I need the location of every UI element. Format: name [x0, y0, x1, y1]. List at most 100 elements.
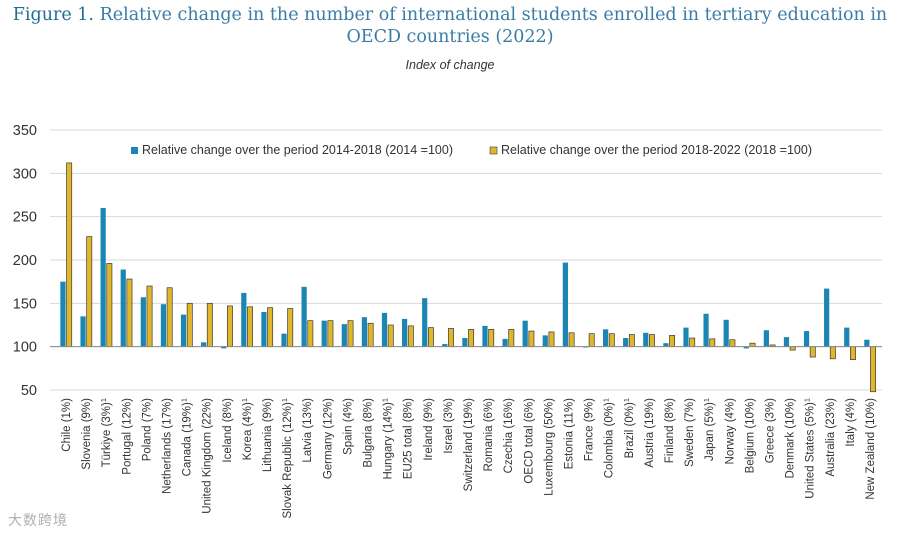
legend-label-series-1: Relative change over the period 2014-201…: [142, 143, 453, 157]
x-tick-label: France (9%): [584, 398, 596, 461]
bar-series-2: [749, 342, 756, 348]
bar-series-2: [850, 346, 856, 361]
x-tick-label: Colombia (0%)1: [602, 398, 616, 478]
bar-series-2: [247, 306, 253, 348]
bar-series-2: [448, 328, 454, 348]
bar-series-1: [100, 208, 106, 347]
bar-series-2: [669, 335, 676, 348]
x-tick-label: Australia (23%): [825, 398, 837, 477]
bar-series-1: [803, 331, 810, 347]
x-tick-label: New Zealand (10%): [865, 398, 877, 500]
legend-label-series-2: Relative change over the period 2018-202…: [501, 143, 812, 157]
bar-series-2: [829, 346, 836, 360]
x-tick-label: Romania (6%): [483, 398, 495, 472]
bar-series-2: [809, 346, 816, 358]
bar-series-1: [160, 304, 167, 347]
x-tick-label: Poland (7%): [141, 398, 153, 461]
x-tick-label: Belgium (10%): [744, 398, 756, 474]
bar-series-1: [301, 286, 307, 347]
x-tick-label: Portugal (12%): [121, 398, 133, 475]
bar-series-2: [548, 331, 555, 348]
x-tick-label: Israel (3%): [443, 398, 455, 454]
bar-series-2: [166, 287, 173, 348]
x-tick-label: Italy (4%): [845, 398, 857, 447]
bar-series-1: [201, 342, 207, 347]
legend-swatch-series-2: [489, 146, 498, 155]
bar-series-1: [261, 312, 267, 347]
title-line-2: OECD countries (2022): [346, 27, 554, 47]
bar-series-1: [723, 319, 729, 347]
bar-series-1: [502, 338, 508, 347]
x-tick-label: Luxembourg (50%): [543, 398, 555, 496]
bar-series-1: [683, 327, 689, 347]
bar-series-1: [80, 316, 86, 347]
bar-series-2: [226, 305, 233, 348]
bar-series-1: [321, 320, 327, 347]
bar-series-1: [402, 318, 408, 347]
x-tick-label: Sweden (7%): [684, 398, 696, 467]
bar-series-2: [146, 285, 153, 348]
bar-series-1: [442, 344, 448, 347]
footnote-marker: 1: [702, 398, 711, 402]
bar-series-1: [221, 346, 227, 349]
bar-series-1: [763, 330, 769, 347]
x-tick-label: Czechia (16%): [503, 398, 515, 474]
x-tick-label: Ireland (9%): [423, 398, 435, 461]
x-tick-label: Slovenia (9%): [81, 398, 93, 470]
bar-series-1: [623, 338, 629, 347]
footnote-marker: 1: [180, 398, 189, 402]
bar-series-2: [789, 346, 796, 351]
bar-series-2: [870, 346, 877, 393]
y-tick-label: 150: [13, 296, 37, 312]
x-tick-label: Latvia (13%): [302, 398, 314, 463]
x-tick-label: Finland (8%): [664, 398, 676, 463]
bar-series-1: [140, 297, 146, 347]
bar-series-2: [206, 302, 213, 348]
x-tick-label: EU25 total (8%): [403, 398, 415, 479]
bar-series-2: [327, 320, 334, 348]
x-tick-label: Brazil (0%)1: [622, 398, 636, 458]
y-tick-label: 300: [13, 166, 37, 182]
bar-series-1: [703, 313, 709, 347]
bar-series-1: [643, 332, 649, 347]
x-tick-label: Lithuania (9%): [262, 398, 274, 472]
x-tick-label: Switzerland (19%): [463, 398, 475, 491]
bar-series-1: [743, 346, 749, 349]
x-tick-label: Norway (4%): [724, 398, 736, 465]
bar-series-1: [60, 281, 66, 347]
bar-series-1: [462, 338, 468, 347]
bar-series-2: [387, 324, 394, 348]
x-tick-label: Greece (3%): [764, 398, 776, 463]
bar-series-1: [180, 314, 187, 347]
bar-series-1: [281, 333, 287, 347]
bar-series-1: [783, 337, 790, 347]
x-tick-label: Spain (4%): [342, 398, 354, 455]
bar-series-2: [528, 330, 535, 348]
bar-series-2: [106, 263, 113, 348]
bar-series-2: [689, 337, 696, 348]
x-tick-label: Japan (5%)1: [702, 398, 716, 461]
bar-series-1: [422, 298, 428, 347]
bar-series-2: [86, 236, 93, 348]
x-tick-label: Bulgaria (8%): [363, 398, 375, 468]
x-tick-label: OECD total (6%): [523, 398, 535, 484]
bar-series-2: [287, 308, 294, 348]
legend-swatch-series-1: [131, 147, 138, 154]
x-tick-label: Denmark (10%): [785, 398, 797, 479]
bar-series-2: [588, 333, 595, 348]
x-tick-label: Korea (4%)1: [240, 398, 254, 460]
bar-series-2: [407, 325, 414, 348]
bar-series-2: [468, 328, 475, 348]
bar-series-2: [427, 327, 434, 348]
y-tick-label: 250: [13, 210, 37, 226]
watermark: 大数跨境: [8, 512, 68, 528]
x-tick-label: Iceland (8%): [222, 398, 234, 463]
footnote-marker: 1: [280, 398, 289, 402]
title-line-1: Relative change in the number of interna…: [99, 5, 888, 25]
x-tick-label: Estonia (11%): [563, 398, 575, 470]
bar-series-1: [381, 312, 388, 347]
bar-series-1: [562, 262, 568, 347]
bar-series-2: [267, 307, 274, 348]
footnote-marker: 1: [622, 398, 631, 402]
bar-series-1: [542, 335, 548, 347]
